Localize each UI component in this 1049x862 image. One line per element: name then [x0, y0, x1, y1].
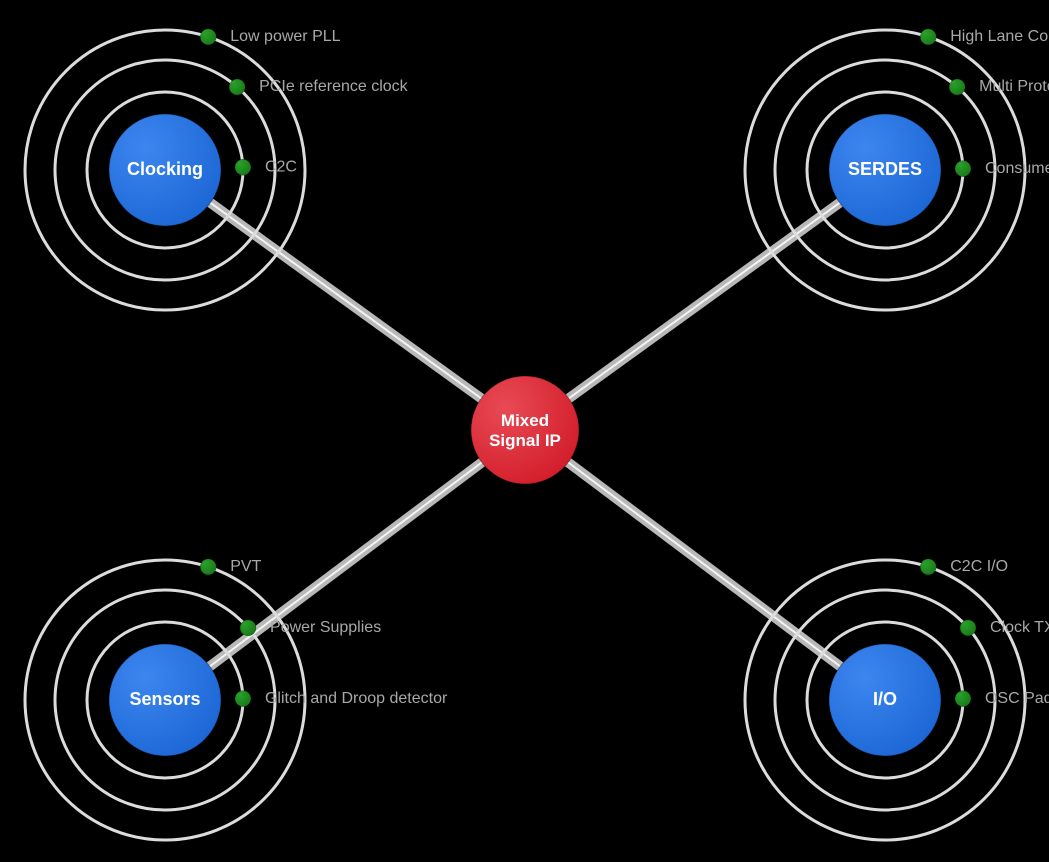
feature-dot-consumer[interactable] — [955, 161, 971, 177]
feature-dot-osc-pads[interactable] — [955, 691, 971, 707]
center-label-line1: Mixed — [501, 411, 549, 430]
diagram-canvas: Clocking SERDES Sensors I/O MixedSignal IP Lo… — [0, 0, 1049, 862]
connector-io-highlight — [525, 430, 885, 700]
feature-label-osc-pads: OSC Pads — [985, 690, 1049, 707]
feature-dot-multi-protocol[interactable] — [949, 79, 965, 95]
feature-dot-pcie-ref-clock[interactable] — [229, 79, 245, 95]
feature-label-power-supplies: Power Supplies — [270, 619, 381, 636]
center-label-line2: Signal IP — [489, 431, 561, 450]
feature-dot-c2c-io[interactable] — [920, 559, 936, 575]
category-label-sensors: Sensors — [129, 689, 200, 709]
feature-dot-clock-tx-rx[interactable] — [960, 620, 976, 636]
feature-dot-high-lane-count[interactable] — [920, 29, 936, 45]
feature-label-glitch-droop: Glitch and Droop detector — [265, 690, 448, 707]
feature-label-consumer: Consumer — [985, 160, 1049, 177]
feature-label-multi-protocol: Multi Protocol — [979, 78, 1049, 95]
feature-dot-glitch-droop[interactable] — [235, 691, 251, 707]
feature-label-low-power-pll: Low power PLL — [230, 28, 340, 45]
feature-label-c2c-io: C2C I/O — [950, 558, 1008, 575]
feature-label-pcie-ref-clock: PCIe reference clock — [259, 78, 409, 95]
feature-dot-low-power-pll[interactable] — [200, 29, 216, 45]
category-label-serdes: SERDES — [848, 159, 922, 179]
feature-dot-power-supplies[interactable] — [240, 620, 256, 636]
feature-dot-pvt[interactable] — [200, 559, 216, 575]
center-node[interactable] — [471, 376, 579, 484]
category-label-io: I/O — [873, 689, 897, 709]
category-label-clocking: Clocking — [127, 159, 203, 179]
center-node-layer: MixedSignal IP — [471, 376, 579, 484]
feature-label-c2c: C2C — [265, 158, 297, 175]
connector-sensors-highlight — [165, 430, 525, 700]
feature-dot-c2c[interactable] — [235, 159, 251, 175]
feature-label-high-lane-count: High Lane Count — [950, 28, 1049, 45]
feature-label-pvt: PVT — [230, 558, 261, 575]
feature-label-clock-tx-rx: Clock TX/RX — [990, 619, 1049, 636]
